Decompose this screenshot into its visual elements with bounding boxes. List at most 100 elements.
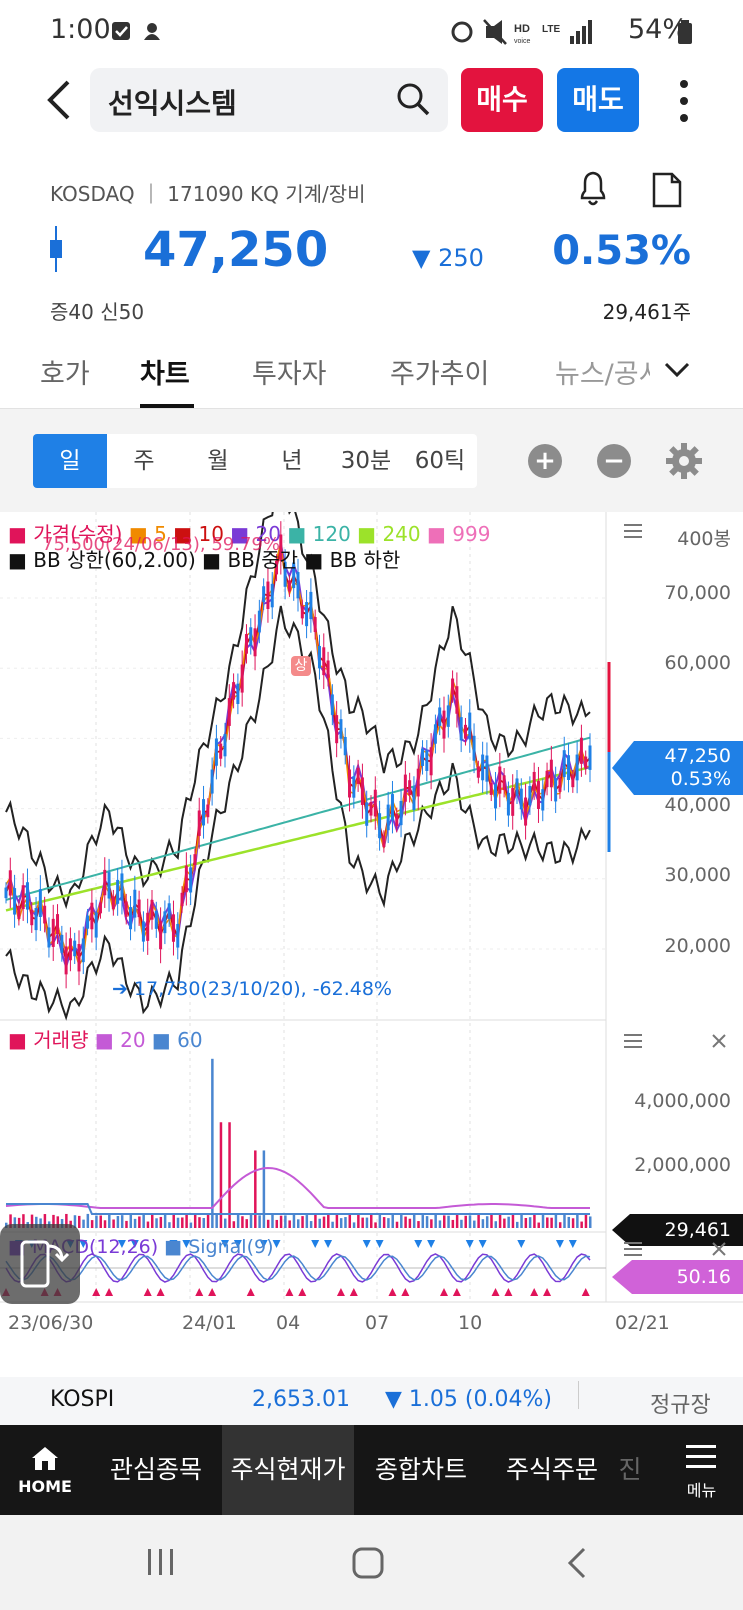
candle-body [30,909,34,926]
tab-investor[interactable]: 투자자 [252,359,327,390]
home-button-icon[interactable] [352,1547,384,1579]
rotate-icon [20,1240,70,1288]
macd-menu-icon[interactable] [624,1242,642,1256]
volume-bar [318,1218,321,1228]
candle-body [214,738,218,766]
close-macd-icon[interactable] [712,1242,726,1256]
bars-count[interactable]: 400봉 [677,528,731,550]
candle-body [176,923,180,948]
volume-bar [584,1214,588,1228]
volume-bar [108,1213,111,1228]
buy-signal-arrow [504,1288,513,1296]
volume-bar [571,1218,575,1228]
nav-order[interactable]: 주식주문 [505,1455,598,1484]
rotate-screen-button[interactable] [0,1224,80,1304]
nav-watchlist[interactable]: 관심종목 [109,1455,202,1484]
volume-menu-icon[interactable] [624,1034,642,1048]
volume-bar [236,1214,240,1228]
volume-bar [142,1214,145,1228]
volume-tick-4m: 4,000,000 [634,1090,731,1112]
period-30min[interactable]: 30분 [340,448,392,474]
volume-bar [215,1214,218,1228]
back-icon[interactable] [40,78,80,122]
stock-name: 선익시스템 [108,87,237,120]
candle-body [536,780,540,809]
volume-bar [258,1215,261,1228]
candle-body [300,605,304,619]
candle-body [257,610,261,633]
volume-bar [365,1217,369,1228]
volume-tick-2m: 2,000,000 [634,1154,731,1176]
tab-chart[interactable]: 차트 [140,359,190,390]
nav-home[interactable]: HOME [0,1425,90,1515]
close-volume-icon[interactable] [712,1034,726,1048]
hamburger-icon[interactable] [624,524,642,538]
tab-orderbook[interactable]: 호가 [40,359,90,390]
period-month[interactable]: 월 [207,448,229,474]
candle-body [421,748,425,766]
period-week[interactable]: 주 [133,448,155,474]
notification-icons [112,22,160,40]
divider [578,1381,579,1409]
candle-body [275,560,279,575]
candle-body [532,771,536,791]
candle-body [567,755,571,780]
candle-body [283,561,287,587]
tab-price-trend[interactable]: 주가추이 [390,359,490,390]
nav-chart[interactable]: 종합차트 [374,1455,467,1484]
nav-more-item[interactable]: 진 [618,1455,642,1484]
period-60tick[interactable]: 60틱 [414,448,466,474]
volume-bar [73,1215,77,1228]
volume-bar [112,1219,115,1228]
volume-bar [138,1216,141,1228]
volume-bar [404,1216,407,1228]
candle-icon [50,226,62,272]
more-options-icon[interactable] [672,76,696,126]
nav-menu[interactable]: 메뉴 [660,1425,743,1515]
stock-chart[interactable]: ■ 가격(수정) ■ 5 ■ 10 ■ 20 ■ 120 ■ 240 ■ 999… [0,512,743,1377]
bell-icon[interactable] [576,170,610,208]
buy-button[interactable]: 매수 [461,68,543,132]
gear-icon[interactable] [666,443,702,479]
sell-signal-arrow [221,1240,229,1248]
volume-bar [554,1214,558,1228]
zoom-out-icon[interactable]: − [597,444,631,478]
candle-body [494,784,498,809]
candle-body [180,892,184,907]
volume-bar [533,1214,536,1228]
sell-signal-arrow [555,1240,564,1248]
candle-body [292,562,296,589]
index-ticker[interactable]: KOSPI 2,653.01 ▼ 1.05 (0.04%) 정규장 [0,1377,743,1425]
period-year[interactable]: 년 [281,448,303,474]
candle-body [56,914,60,935]
zoom-in-icon[interactable]: + [528,444,562,478]
candle-body [330,694,334,715]
sell-button[interactable]: 매도 [557,68,639,132]
stock-search-box[interactable]: 선익시스템 [90,68,448,132]
search-icon[interactable] [396,82,430,116]
volume-bar [52,1214,55,1228]
candle-body [210,769,214,794]
x-tick-07: 07 [365,1312,390,1334]
chevron-down-icon[interactable] [664,360,690,380]
legend-bb-middle: BB 중간 [227,548,299,572]
volume-bar [155,1218,158,1228]
volume-bar [30,1214,34,1228]
candle-body [356,767,360,784]
volume-bar [90,1220,94,1228]
volume-bar [301,1216,304,1228]
recent-apps-icon[interactable] [146,1547,176,1577]
price-tag-rate: 0.53% [670,768,731,790]
volume-bar [82,1219,85,1228]
candle-body [506,792,510,816]
index-name: KOSPI [50,1387,115,1412]
document-icon[interactable] [652,172,682,208]
period-day[interactable]: 일 [33,434,107,488]
tab-news[interactable]: 뉴스/공시 [555,359,650,390]
nav-current-price[interactable]: 주식현재가 [222,1425,354,1515]
back-button-icon[interactable] [566,1547,588,1579]
volume-bar [503,1218,506,1228]
candle-body [558,777,562,792]
candle-body [571,775,575,788]
bb-lower-line [5,605,591,1021]
